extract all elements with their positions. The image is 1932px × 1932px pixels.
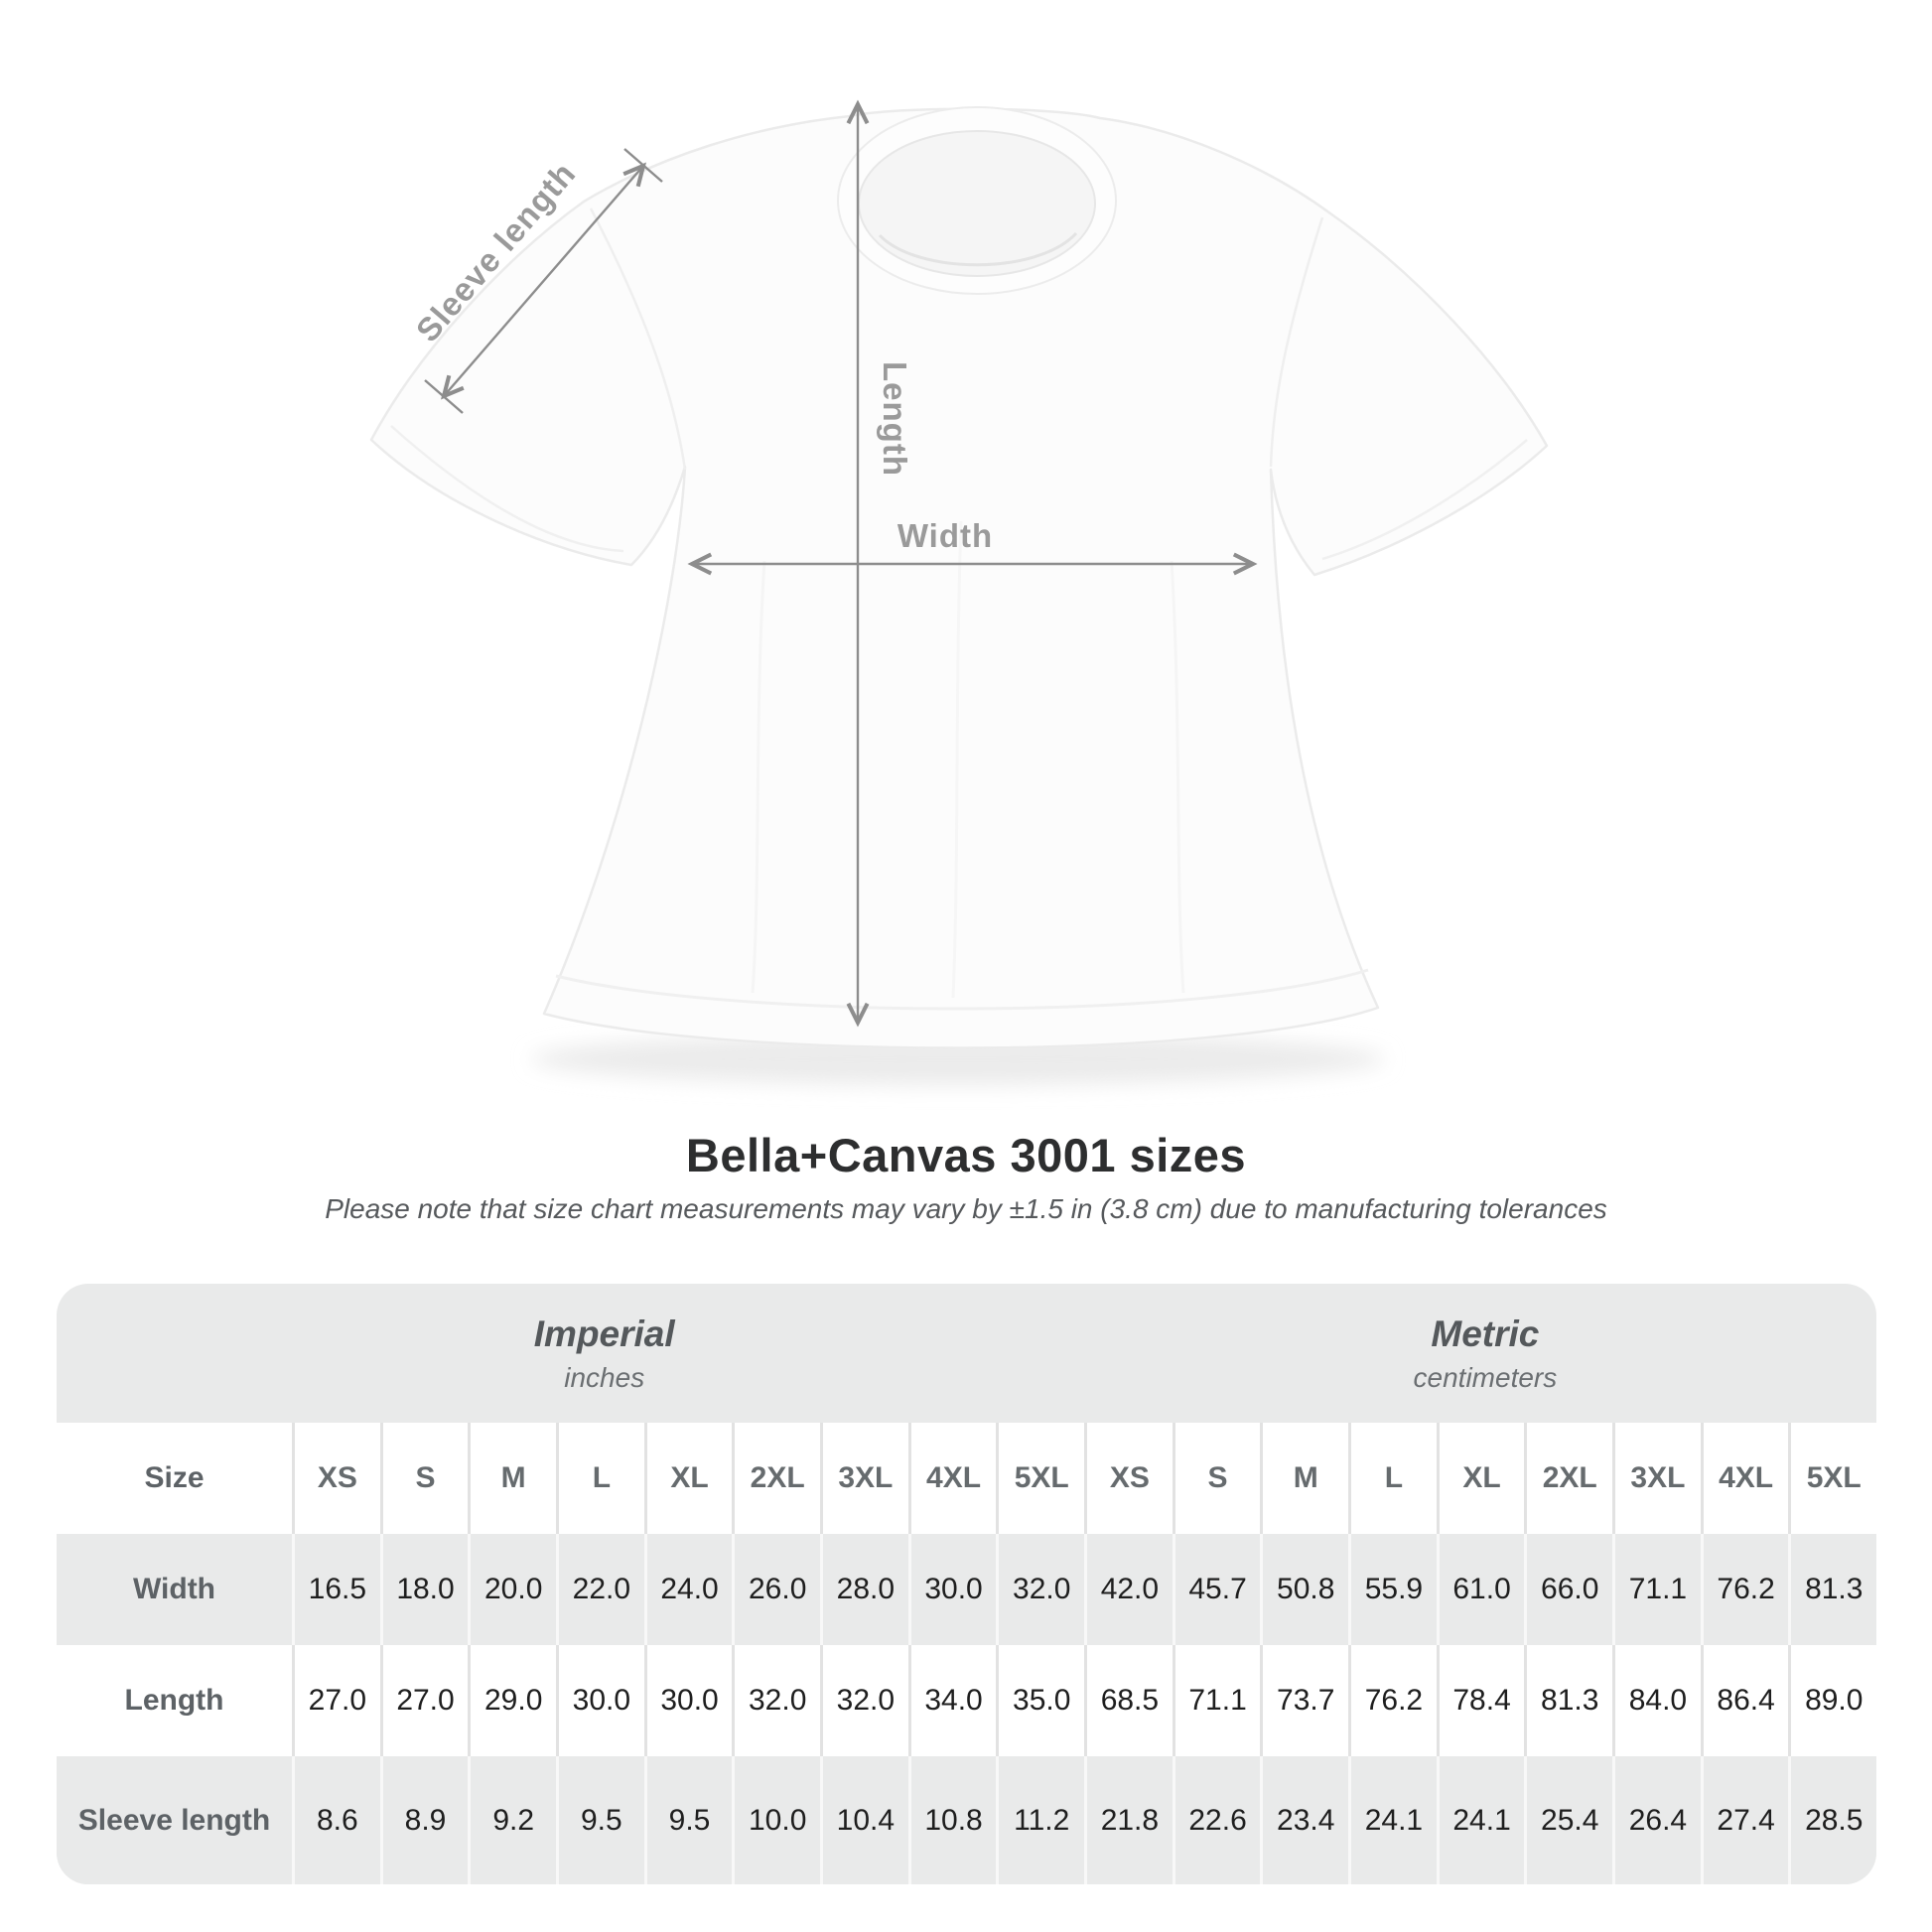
width-label: Width xyxy=(897,517,993,554)
sleeve-length-arrow xyxy=(441,162,646,400)
value-cell: 32.0 xyxy=(732,1645,820,1756)
value-cell: 86.4 xyxy=(1700,1645,1789,1756)
value-cell: 61.0 xyxy=(1436,1534,1525,1645)
value-cell: 30.0 xyxy=(643,1645,733,1756)
sleeve-arrow-tick-top xyxy=(623,148,663,183)
value-cell: 30.0 xyxy=(556,1645,644,1756)
value-cell: 9.5 xyxy=(643,1756,733,1884)
imperial-group-name: Imperial xyxy=(533,1312,675,1354)
value-cell: 10.4 xyxy=(820,1756,908,1884)
size-header-cell: XL xyxy=(1436,1423,1525,1534)
length-row: Length 27.0 27.0 29.0 30.0 30.0 32.0 32.0 34.0 3… xyxy=(57,1645,1876,1756)
sleeve-length-row: Sleeve length 8.6 8.9 9.2 9.5 9.5 10.0 10.4 10.… xyxy=(57,1756,1876,1884)
imperial-group-header: Imperial inches xyxy=(534,1284,675,1423)
metric-group-unit: centimeters xyxy=(1413,1361,1558,1393)
value-cell: 45.7 xyxy=(1172,1534,1261,1645)
size-header-cell: L xyxy=(1348,1423,1437,1534)
width-row: Width 16.5 18.0 20.0 22.0 24.0 26.0 28.0 30.0 32… xyxy=(57,1534,1876,1645)
shirt-shadow xyxy=(531,1034,1385,1085)
tolerance-note: Please note that size chart measurements… xyxy=(325,1193,1607,1224)
value-cell: 32.0 xyxy=(820,1645,908,1756)
size-header-cell: S xyxy=(379,1423,469,1534)
value-cell: 27.0 xyxy=(379,1645,469,1756)
page-title: Bella+Canvas 3001 sizes xyxy=(685,1129,1247,1181)
size-header-cell: XL xyxy=(643,1423,733,1534)
value-cell: 23.4 xyxy=(1260,1756,1348,1884)
value-cell: 32.0 xyxy=(996,1534,1084,1645)
value-cell: 9.2 xyxy=(468,1756,556,1884)
value-cell: 26.4 xyxy=(1612,1756,1701,1884)
value-cell: 10.0 xyxy=(732,1756,820,1884)
size-header-cell: S xyxy=(1172,1423,1261,1534)
value-cell: 24.1 xyxy=(1436,1756,1525,1884)
value-cell: 66.0 xyxy=(1524,1534,1612,1645)
size-header-cell: 5XL xyxy=(1788,1423,1876,1534)
value-cell: 24.0 xyxy=(643,1534,733,1645)
value-cell: 76.2 xyxy=(1348,1645,1437,1756)
size-header-cell: L xyxy=(556,1423,644,1534)
size-header-cell: 5XL xyxy=(996,1423,1084,1534)
value-cell: 25.4 xyxy=(1524,1756,1612,1884)
value-cell: 21.8 xyxy=(1084,1756,1173,1884)
value-cell: 50.8 xyxy=(1260,1534,1348,1645)
row-label-sleeve-length: Sleeve length xyxy=(77,1803,271,1837)
value-cell: 81.3 xyxy=(1788,1534,1876,1645)
value-cell: 9.5 xyxy=(556,1756,644,1884)
length-label: Length xyxy=(877,361,913,477)
size-header-cell: 2XL xyxy=(732,1423,820,1534)
value-cell: 28.5 xyxy=(1788,1756,1876,1884)
size-header-cell: XS xyxy=(292,1423,380,1534)
value-cell: 26.0 xyxy=(732,1534,820,1645)
value-cell: 73.7 xyxy=(1260,1645,1348,1756)
size-header-cell: 3XL xyxy=(820,1423,908,1534)
imperial-group-unit: inches xyxy=(564,1361,645,1393)
value-cell: 81.3 xyxy=(1524,1645,1612,1756)
value-cell: 55.9 xyxy=(1348,1534,1437,1645)
size-header-cell: 3XL xyxy=(1612,1423,1701,1534)
value-cell: 10.8 xyxy=(907,1756,997,1884)
value-cell: 29.0 xyxy=(468,1645,556,1756)
metric-group-header: Metric centimeters xyxy=(1414,1284,1558,1423)
sleeve-arrow-tick-bottom xyxy=(424,379,464,414)
size-column-header: Size xyxy=(144,1461,205,1494)
size-header-cell: M xyxy=(468,1423,556,1534)
value-cell: 28.0 xyxy=(820,1534,908,1645)
tshirt-illustration xyxy=(369,106,1549,1049)
value-cell: 16.5 xyxy=(292,1534,380,1645)
size-chart-card: Imperial inches Metric centimeters Size … xyxy=(57,1284,1876,1884)
size-header-cell: 2XL xyxy=(1524,1423,1612,1534)
size-header-cell: M xyxy=(1260,1423,1348,1534)
value-cell: 68.5 xyxy=(1084,1645,1173,1756)
value-cell: 89.0 xyxy=(1788,1645,1876,1756)
value-cell: 76.2 xyxy=(1700,1534,1789,1645)
value-cell: 84.0 xyxy=(1612,1645,1701,1756)
row-label-width: Width xyxy=(132,1573,216,1605)
unit-system-header: Imperial inches Metric centimeters xyxy=(57,1284,1876,1423)
size-header-cell: 4XL xyxy=(907,1423,997,1534)
value-cell: 20.0 xyxy=(468,1534,556,1645)
value-cell: 11.2 xyxy=(996,1756,1084,1884)
size-header-row: Size XS S M L XL 2XL 3XL 4XL 5XL XS S M L XL 2XL 3XL 4XL… xyxy=(57,1423,1876,1534)
row-label-length: Length xyxy=(124,1684,224,1717)
value-cell: 8.6 xyxy=(292,1756,380,1884)
value-cell: 8.9 xyxy=(379,1756,469,1884)
value-cell: 22.0 xyxy=(556,1534,644,1645)
value-cell: 35.0 xyxy=(996,1645,1084,1756)
value-cell: 42.0 xyxy=(1084,1534,1173,1645)
value-cell: 71.1 xyxy=(1172,1645,1261,1756)
value-cell: 27.4 xyxy=(1700,1756,1789,1884)
value-cell: 27.0 xyxy=(292,1645,380,1756)
value-cell: 18.0 xyxy=(379,1534,469,1645)
value-cell: 30.0 xyxy=(907,1534,997,1645)
tshirt-measurement-diagram: Sleeve length Length Width xyxy=(369,99,1549,1085)
size-header-cell: 4XL xyxy=(1700,1423,1789,1534)
value-cell: 71.1 xyxy=(1612,1534,1701,1645)
size-header-cell: XS xyxy=(1084,1423,1173,1534)
value-cell: 24.1 xyxy=(1348,1756,1437,1884)
value-cell: 34.0 xyxy=(907,1645,997,1756)
value-cell: 78.4 xyxy=(1436,1645,1525,1756)
value-cell: 22.6 xyxy=(1172,1756,1261,1884)
metric-group-name: Metric xyxy=(1431,1312,1540,1354)
